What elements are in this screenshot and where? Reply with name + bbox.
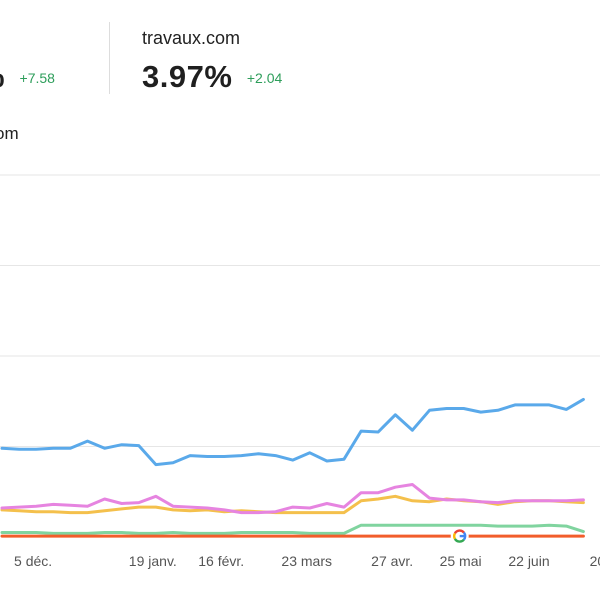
metric-competitor-b: travaux.com 3.97% +2.04 bbox=[142, 28, 282, 95]
metric-value: 3.97% bbox=[142, 59, 233, 94]
metric-value-row: 3.97% +2.04 bbox=[142, 59, 282, 95]
series-line-4 bbox=[0, 523, 585, 535]
x-tick-label: 19 janv. bbox=[129, 553, 177, 569]
metric-divider bbox=[109, 22, 110, 94]
series-line-1 bbox=[0, 397, 585, 467]
x-axis-ticks: 5 déc. 19 janv. 16 févr. 23 mars 27 avr. 25 m… bbox=[14, 553, 600, 569]
series-line-2 bbox=[0, 483, 585, 515]
x-tick-label: 23 mars bbox=[281, 553, 332, 569]
metric-value: % bbox=[0, 59, 5, 94]
chart-annotations bbox=[450, 527, 469, 546]
x-tick-label: 16 févr. bbox=[198, 553, 244, 569]
x-tick-label: 20 bbox=[590, 553, 600, 569]
metric-delta: +7.58 bbox=[19, 70, 55, 86]
metric-competitor-a: m % +7.58 bbox=[0, 28, 55, 95]
metric-delta: +2.04 bbox=[246, 70, 283, 86]
metric-value-row: % +7.58 bbox=[0, 59, 55, 95]
google-icon[interactable] bbox=[450, 527, 469, 546]
x-tick-label: 25 mai bbox=[440, 553, 482, 569]
chart-series bbox=[0, 397, 585, 538]
x-tick-label: 22 juin bbox=[508, 553, 549, 569]
metric-domain-label: travaux.com bbox=[142, 28, 241, 48]
x-tick-label: 5 déc. bbox=[14, 553, 52, 569]
metric-domain-label: m bbox=[0, 28, 55, 49]
chart-gridlines bbox=[0, 174, 600, 447]
legend-domain-label: om bbox=[0, 124, 19, 143]
x-tick-label: 27 avr. bbox=[371, 553, 413, 569]
